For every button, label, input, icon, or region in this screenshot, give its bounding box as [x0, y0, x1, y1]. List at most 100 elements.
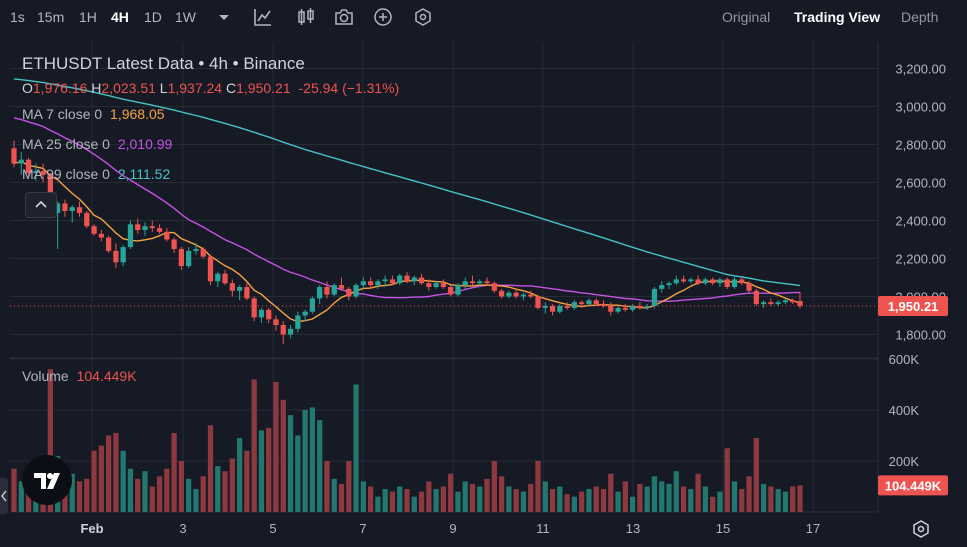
- volume-bar: [338, 483, 345, 512]
- volume-bar: [528, 483, 534, 512]
- candle-body: [105, 237, 112, 251]
- volume-bar: [586, 489, 592, 512]
- candle-body: [389, 279, 396, 284]
- timeframe-15m[interactable]: 15m: [37, 9, 65, 25]
- candle-body: [426, 283, 432, 287]
- candle-body: [164, 231, 170, 240]
- volume-bar: [520, 491, 527, 512]
- volume-bar: [673, 471, 679, 512]
- candle-body: [637, 306, 643, 308]
- candle-body: [186, 250, 192, 267]
- tradingview-logo[interactable]: [22, 455, 72, 505]
- ma99-legend[interactable]: MA 99 close 0 2,111.52: [22, 166, 170, 182]
- volume-bar: [171, 432, 177, 512]
- chart-settings-icon[interactable]: [910, 518, 932, 540]
- volume-bar: [731, 481, 738, 512]
- candle-body: [76, 207, 83, 213]
- timeframe-1w[interactable]: 1W: [175, 9, 196, 25]
- candle-body: [790, 300, 796, 303]
- timeframe-1s[interactable]: 1s: [10, 9, 25, 25]
- volume-bar: [513, 489, 519, 512]
- volume-tick-label: 600K: [889, 352, 920, 367]
- volume-bar: [186, 478, 192, 512]
- candle-body: [142, 226, 148, 230]
- candle-body: [535, 296, 541, 308]
- volume-bar: [659, 481, 665, 512]
- volume-bar: [564, 494, 570, 512]
- view-original[interactable]: Original: [722, 9, 771, 25]
- volume-bar: [440, 486, 447, 512]
- volume-bar: [477, 486, 483, 512]
- last-volume-badge: [878, 475, 948, 496]
- candle-body: [287, 328, 294, 335]
- volume-bar: [76, 481, 83, 512]
- volume-bar: [615, 491, 621, 512]
- chevron-up-icon: [35, 200, 47, 208]
- volume-bar: [193, 489, 199, 512]
- view-depth[interactable]: Depth: [901, 9, 939, 25]
- time-tick-label: 7: [359, 521, 366, 536]
- candle-body: [207, 256, 214, 282]
- candle-body: [236, 287, 243, 291]
- volume-bar: [702, 486, 709, 512]
- view-trading-view[interactable]: Trading View: [794, 9, 881, 25]
- plus-circle-icon[interactable]: [372, 6, 394, 28]
- volume-bar: [710, 496, 716, 512]
- volume-bar: [280, 399, 286, 512]
- volume-bar: [331, 478, 337, 512]
- candle-body: [498, 290, 505, 297]
- last-price-label: 1,950.21: [888, 299, 939, 314]
- candle-body: [309, 298, 316, 312]
- volume-bar: [375, 496, 381, 512]
- timeframe-1h[interactable]: 1H: [79, 9, 97, 25]
- candle-body: [448, 287, 454, 295]
- candle-body: [564, 306, 570, 308]
- time-tick-label: Feb: [80, 521, 103, 536]
- ma25-legend[interactable]: MA 25 close 0 2,010.99: [22, 136, 172, 152]
- candle-body: [651, 288, 658, 306]
- candle-body: [62, 203, 68, 211]
- price-tick-label: 3,000.00: [895, 100, 946, 115]
- ma7-legend[interactable]: MA 7 close 0 1,968.05: [22, 106, 165, 122]
- volume-bar: [775, 489, 781, 512]
- candle-body: [200, 249, 206, 257]
- time-tick-label: 17: [806, 521, 820, 536]
- indicators-icon[interactable]: [252, 6, 274, 28]
- candle-type-icon[interactable]: [295, 6, 317, 28]
- ma7-label: MA 7 close 0: [22, 106, 103, 122]
- volume-bar: [498, 476, 505, 512]
- collapse-legend-button[interactable]: [25, 192, 57, 218]
- volume-bar: [382, 489, 388, 512]
- camera-icon[interactable]: [333, 6, 355, 28]
- candle-body: [258, 309, 265, 318]
- price-tick-label: 3,200.00: [895, 62, 946, 77]
- ma99-label: MA 99 close 0: [22, 166, 110, 182]
- candle-body: [739, 279, 745, 284]
- volume-bar: [142, 471, 148, 512]
- settings-hex-icon[interactable]: [412, 6, 434, 28]
- volume-label: Volume: [22, 368, 69, 384]
- volume-bar: [571, 496, 578, 512]
- candle-body: [91, 226, 97, 234]
- candle-body: [608, 306, 614, 312]
- volume-bar: [455, 491, 461, 512]
- ma7-value: 1,968.05: [110, 106, 165, 122]
- volume-bar: [287, 415, 294, 512]
- tradingview-logo-icon: [34, 473, 60, 489]
- volume-bar: [549, 489, 556, 512]
- volume-bar: [149, 486, 155, 512]
- volume-bar: [273, 381, 279, 512]
- candle-body: [120, 247, 126, 263]
- ohlc-legend: O1,976.16 H2,023.51 L1,937.24 C1,950.21 …: [22, 80, 399, 96]
- time-tick-label: 9: [449, 521, 456, 536]
- candle-body: [659, 285, 665, 289]
- side-panel-handle[interactable]: [0, 478, 8, 514]
- timeframe-4h[interactable]: 4H: [111, 9, 129, 25]
- candle-body: [673, 279, 679, 284]
- volume-bar: [644, 486, 650, 512]
- timeframe-1d[interactable]: 1D: [144, 9, 162, 25]
- chevron-down-icon[interactable]: [213, 6, 235, 28]
- price-tick-label: 1,800.00: [895, 328, 946, 343]
- last-volume-label: 104.449K: [885, 478, 942, 493]
